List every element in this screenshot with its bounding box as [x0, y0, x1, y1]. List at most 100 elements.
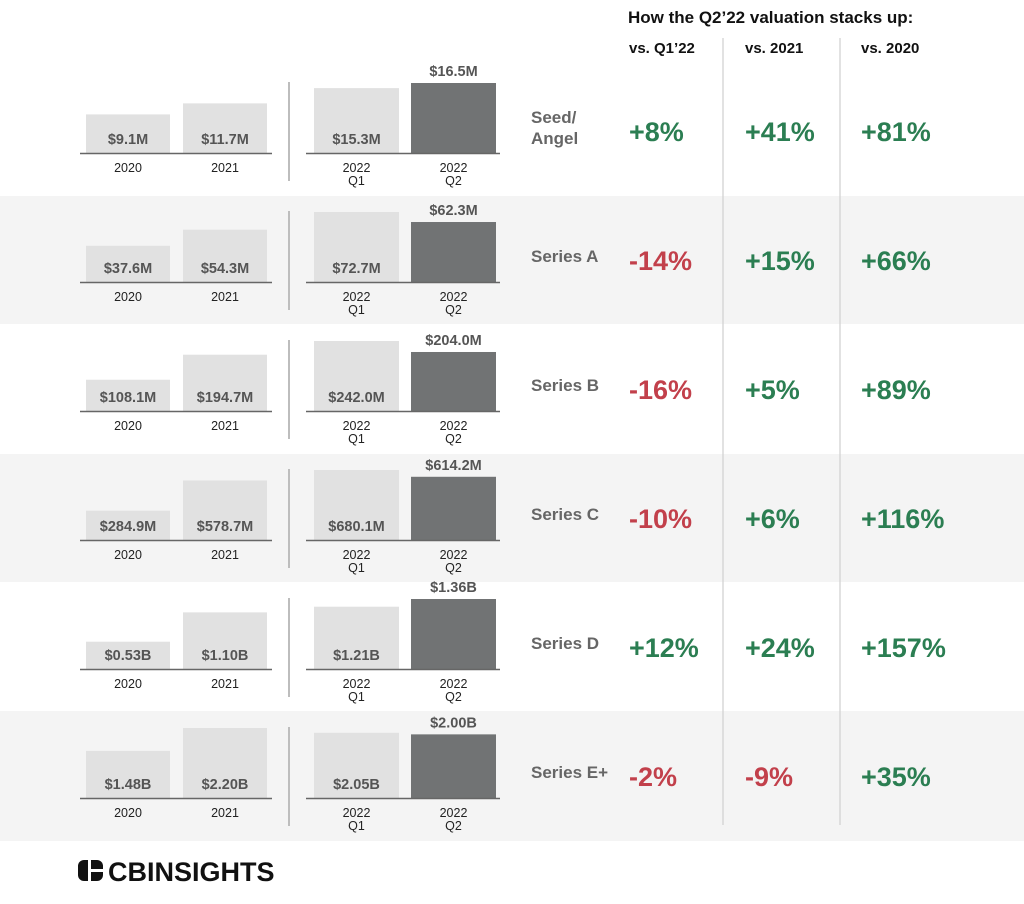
change-vs-q1: -16%: [629, 375, 692, 405]
text-line: Q2: [445, 174, 462, 188]
bar-2022-q2: [411, 83, 496, 153]
category-label-2020: 2020: [114, 161, 142, 175]
change-vs-2020: +81%: [861, 117, 931, 147]
text-line: Angel: [531, 129, 578, 148]
category-label-2021: 2021: [211, 290, 239, 304]
bar-2021: [183, 480, 267, 540]
change-vs-2021: +5%: [745, 375, 800, 405]
stage-row: $284.9M $578.7M $680.1M $614.2M 2020 2021 2022…: [80, 458, 944, 575]
bar-2022-q2: [411, 734, 496, 798]
category-label-2021: 2021: [211, 548, 239, 562]
bar-2020: [86, 641, 170, 669]
bar-2021-label: $11.7M: [201, 132, 249, 148]
text-line: 2022: [440, 548, 468, 562]
bar-2021-label: $1.10B: [202, 648, 249, 664]
category-label-q1: 2022 Q1: [343, 548, 371, 575]
stage-name: Series C: [531, 505, 599, 524]
category-label-2021: 2021: [211, 677, 239, 691]
category-label-q2: 2022 Q2: [440, 806, 468, 833]
text-line: 2022: [440, 290, 468, 304]
change-vs-2020: +157%: [861, 633, 946, 663]
bar-2022-q1-label: $2.05B: [333, 777, 380, 793]
stage-name: Seed/Angel: [531, 108, 578, 148]
bar-2021: [183, 728, 267, 798]
text-line: 2022: [343, 806, 371, 820]
bar-2021: [183, 354, 267, 411]
bar-2020-label: $9.1M: [108, 132, 148, 148]
row-band: [0, 196, 1024, 324]
bar-2021-label: $578.7M: [197, 519, 253, 535]
category-label-q1: 2022 Q1: [343, 806, 371, 833]
change-vs-2021: +24%: [745, 633, 815, 663]
row-band: [0, 711, 1024, 841]
cbinsights-logo: CBINSIGHTS: [78, 857, 275, 887]
category-label-q1: 2022 Q1: [343, 161, 371, 188]
text-line: Q2: [445, 303, 462, 317]
bar-2022-q1: [314, 341, 399, 411]
text-line: Q1: [348, 174, 365, 188]
bar-2022-q2-label: $614.2M: [425, 458, 481, 474]
bar-2022-q1-label: $1.21B: [333, 648, 380, 664]
header-title: How the Q2’22 valuation stacks up:: [628, 8, 913, 27]
category-label-2020: 2020: [114, 419, 142, 433]
category-label-q2: 2022 Q2: [440, 161, 468, 188]
category-label-q2: 2022 Q2: [440, 290, 468, 317]
change-vs-2021: -9%: [745, 762, 793, 792]
cbinsights-logo-icon: [78, 860, 103, 881]
bar-2022-q2: [411, 222, 496, 282]
bar-2020: [86, 379, 170, 411]
bar-2020: [86, 750, 170, 798]
change-vs-q1: -2%: [629, 762, 677, 792]
bar-2022-q2-label: $204.0M: [425, 333, 481, 349]
bar-2021-label: $54.3M: [201, 261, 249, 277]
change-vs-2021: +15%: [745, 246, 815, 276]
row-band: [0, 454, 1024, 582]
category-label-2021: 2021: [211, 806, 239, 820]
category-label-2020: 2020: [114, 548, 142, 562]
change-vs-q1: -14%: [629, 246, 692, 276]
column-header-vs-2021: vs. 2021: [745, 40, 803, 57]
bar-2021: [183, 103, 267, 153]
category-label-2020: 2020: [114, 806, 142, 820]
bar-2022-q2: [411, 599, 496, 669]
bar-2022-q2-label: $62.3M: [429, 203, 477, 219]
change-vs-2020: +66%: [861, 246, 931, 276]
bar-2022-q2-label: $1.36B: [430, 580, 477, 596]
text-line: 2022: [343, 419, 371, 433]
bar-2020-label: $1.48B: [105, 777, 152, 793]
bar-2022-q1: [314, 212, 399, 282]
text-line: 2022: [440, 161, 468, 175]
text-line: 2022: [440, 419, 468, 433]
stage-name: Series E+: [531, 763, 608, 782]
bar-2022-q1-label: $15.3M: [332, 132, 380, 148]
category-label-2020: 2020: [114, 290, 142, 304]
bar-2022-q1: [314, 470, 399, 540]
bar-2022-q1: [314, 606, 399, 669]
category-label-q2: 2022 Q2: [440, 419, 468, 446]
category-label-q1: 2022 Q1: [343, 677, 371, 704]
bar-2021-label: $194.7M: [197, 390, 253, 406]
text-line: Series B: [531, 376, 599, 395]
column-header-vs-2020: vs. 2020: [861, 40, 919, 57]
text-line: Q1: [348, 432, 365, 446]
text-line: Q1: [348, 690, 365, 704]
text-line: Q2: [445, 561, 462, 575]
bar-2022-q1-label: $242.0M: [328, 390, 384, 406]
bar-2022-q2-label: $2.00B: [430, 715, 477, 731]
category-label-q2: 2022 Q2: [440, 548, 468, 575]
change-vs-2020: +35%: [861, 762, 931, 792]
category-label-2020: 2020: [114, 677, 142, 691]
change-vs-2021: +6%: [745, 504, 800, 534]
text-line: 2022: [440, 677, 468, 691]
logo-text: CBINSIGHTS: [108, 857, 275, 887]
text-line: 2022: [343, 290, 371, 304]
stage-name: Series D: [531, 634, 599, 653]
bar-2021: [183, 229, 267, 282]
row-bands: [0, 196, 1024, 841]
bar-2020-label: $0.53B: [105, 648, 152, 664]
bar-2020: [86, 510, 170, 540]
